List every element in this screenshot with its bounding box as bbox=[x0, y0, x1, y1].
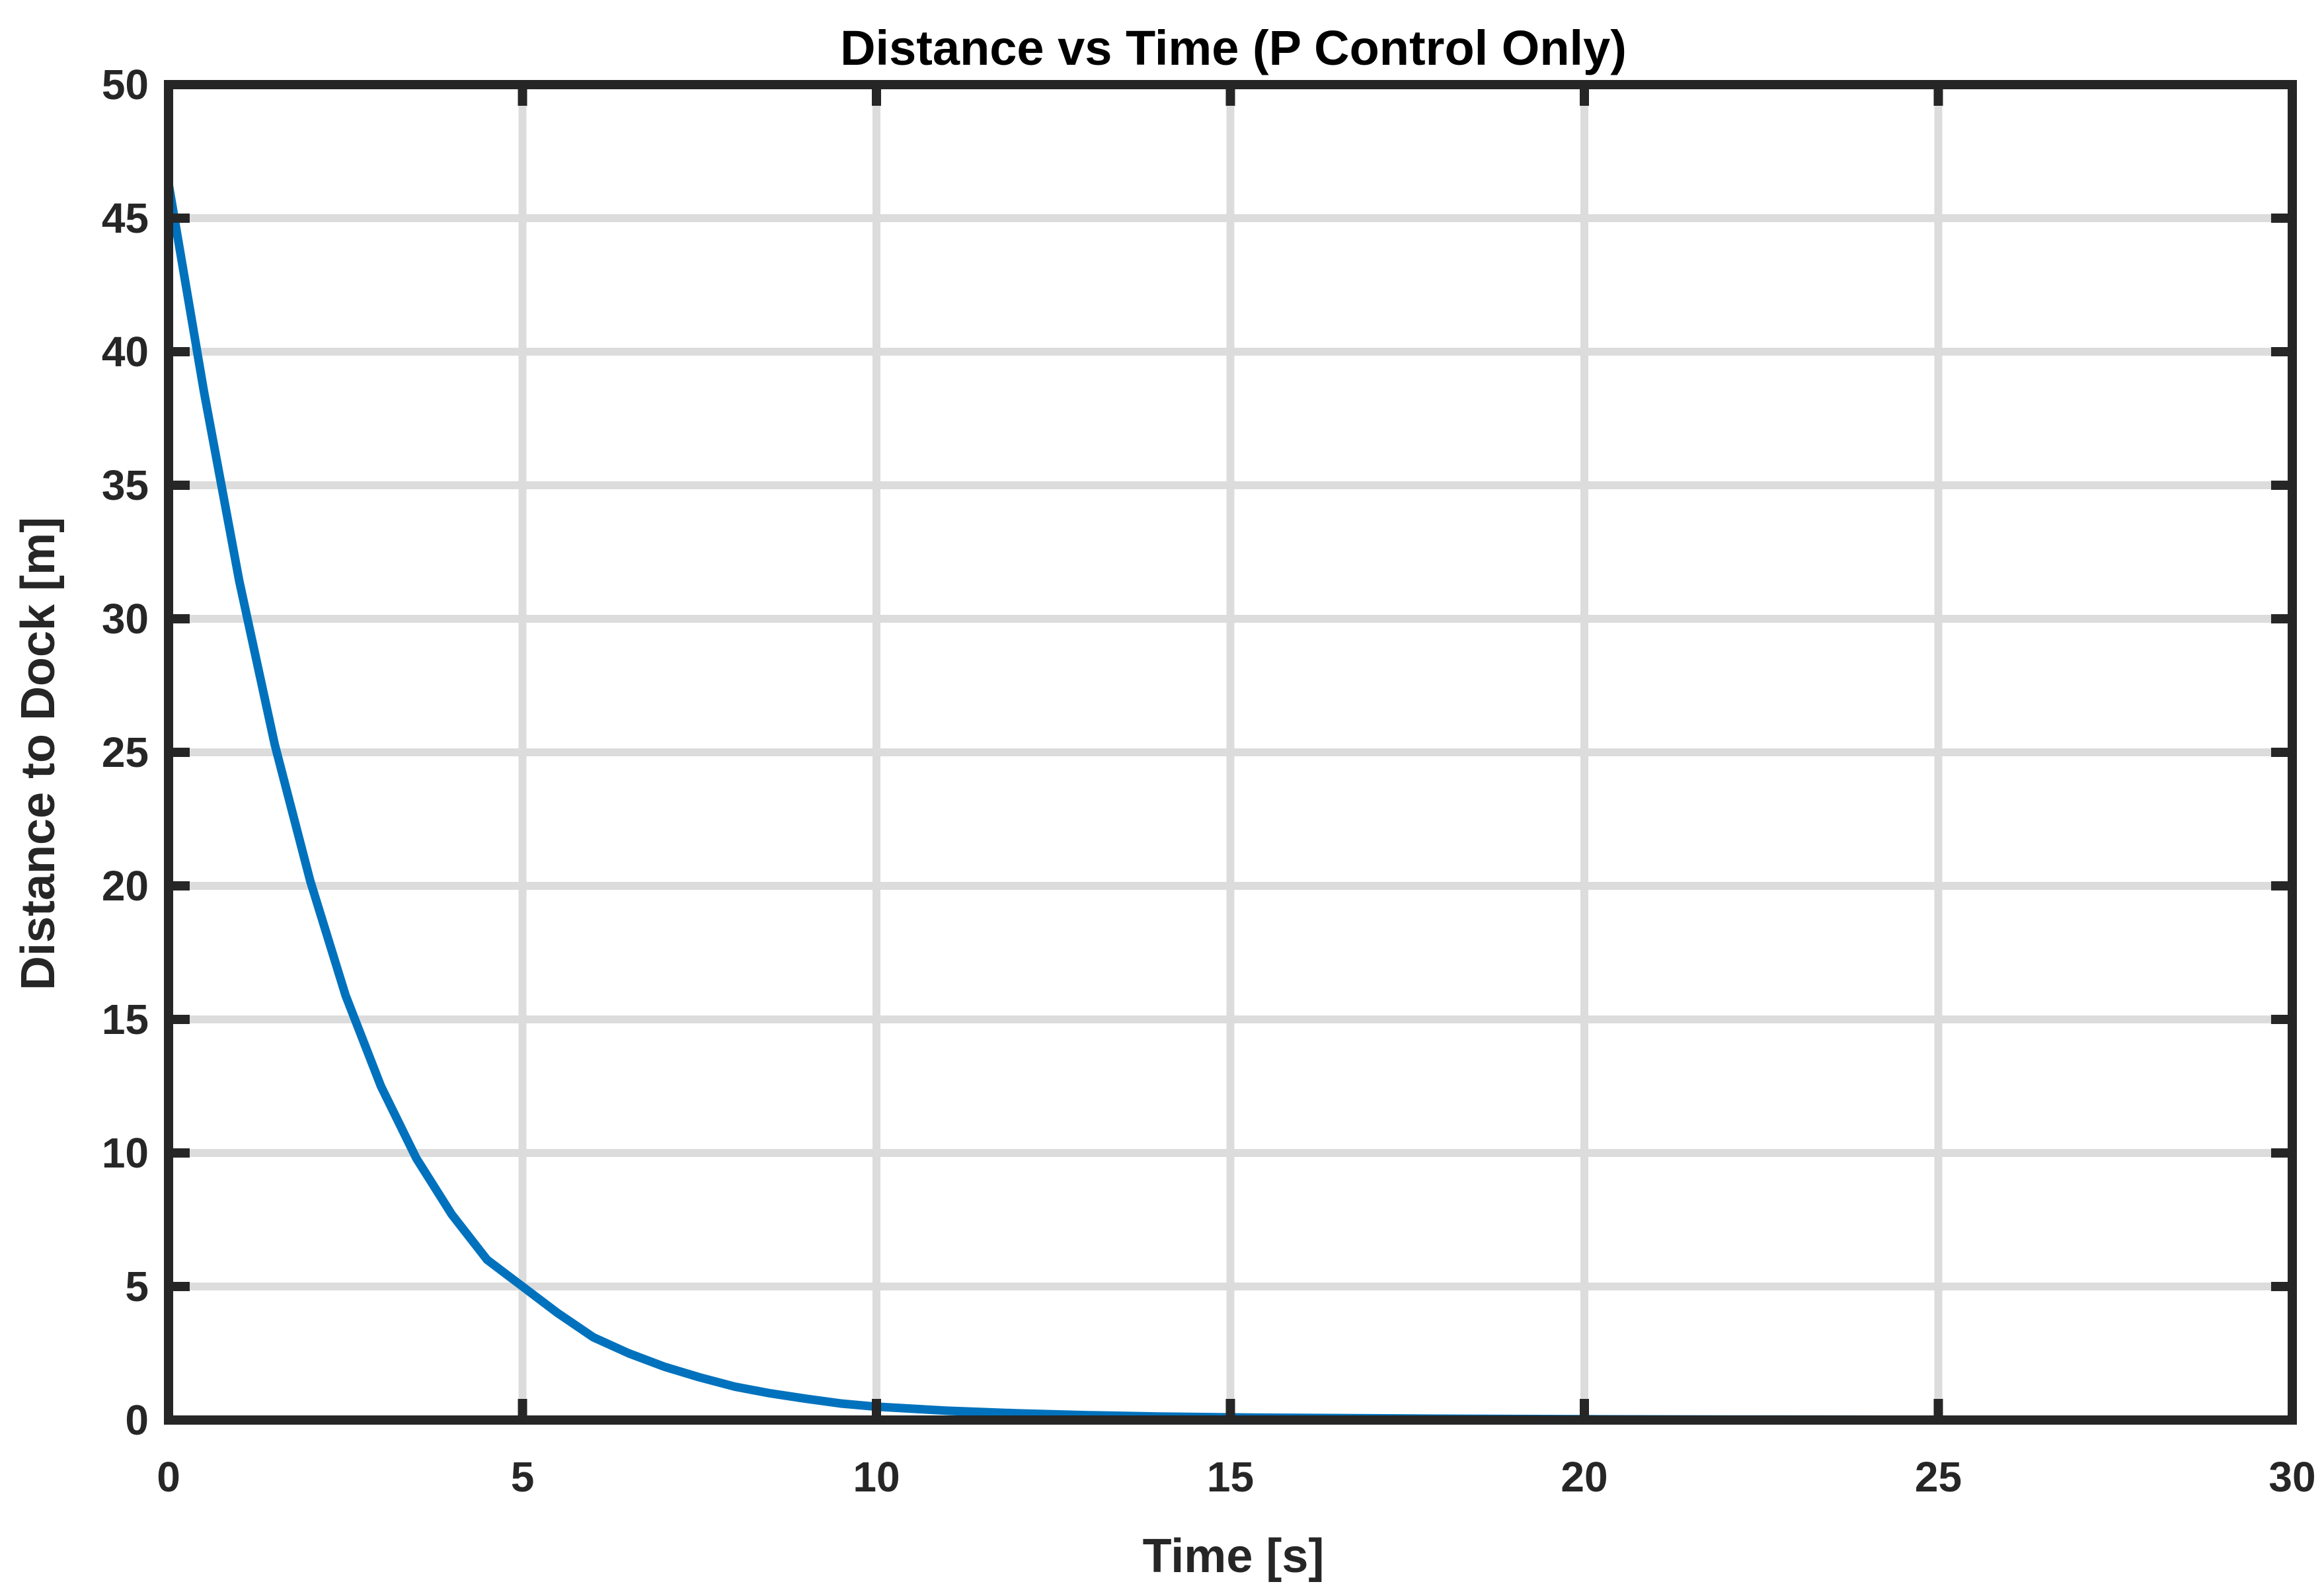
tick-labels: 0 5 10 15 20 25 30 0 5 10 15 20 25 30 35 40 45 50 bbox=[102, 61, 2316, 1501]
y-tick-label: 50 bbox=[102, 61, 149, 108]
chart-title: Distance vs Time (P Control Only) bbox=[840, 20, 1627, 75]
y-tick-label: 15 bbox=[102, 996, 149, 1043]
y-tick-label: 5 bbox=[125, 1263, 149, 1310]
x-tick-label: 0 bbox=[157, 1453, 180, 1501]
x-tick-label: 20 bbox=[1561, 1453, 1607, 1501]
y-tick-label: 40 bbox=[102, 328, 149, 376]
y-tick-label: 35 bbox=[102, 461, 149, 509]
y-tick-label: 30 bbox=[102, 595, 149, 643]
y-tick-label: 0 bbox=[125, 1396, 149, 1444]
x-tick-label: 5 bbox=[511, 1453, 535, 1501]
x-tick-label: 15 bbox=[1207, 1453, 1254, 1501]
y-tick-label: 25 bbox=[102, 729, 149, 776]
axes-frame bbox=[164, 80, 2297, 1425]
x-tick-label: 30 bbox=[2268, 1453, 2315, 1501]
x-tick-label: 25 bbox=[1915, 1453, 1962, 1501]
y-tick-label: 45 bbox=[102, 194, 149, 242]
y-tick-label: 10 bbox=[102, 1129, 149, 1177]
x-axis-title: Time [s] bbox=[1143, 1530, 1325, 1583]
y-tick-label: 20 bbox=[102, 862, 149, 910]
y-axis-title: Distance to Dock [m] bbox=[12, 517, 65, 990]
x-tick-label: 10 bbox=[853, 1453, 900, 1501]
